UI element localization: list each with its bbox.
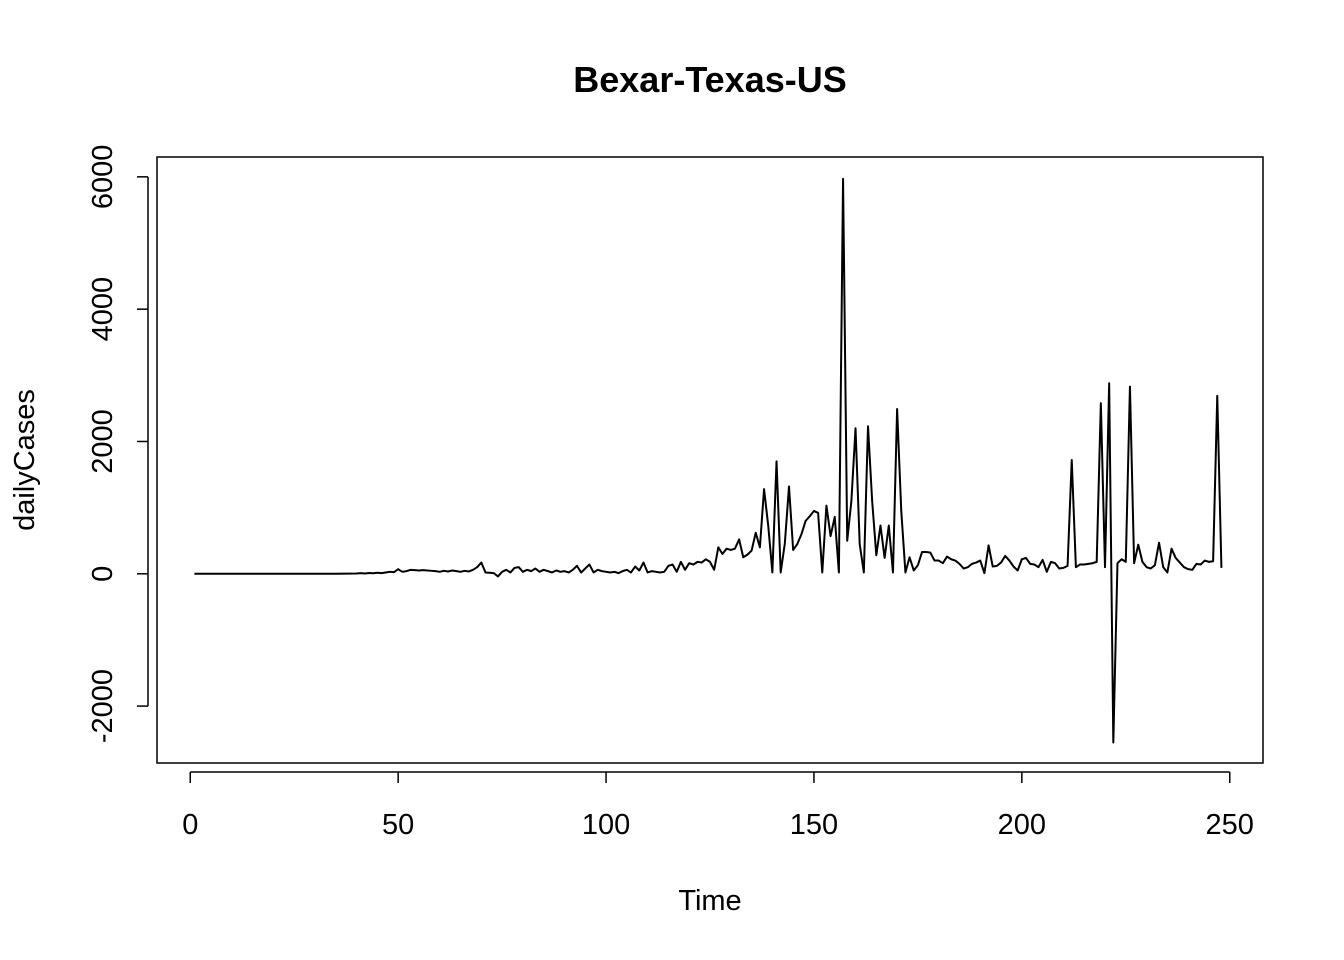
x-tick-label: 100: [582, 809, 630, 841]
y-tick-label: 2000: [87, 409, 119, 474]
x-tick-label: 200: [998, 809, 1046, 841]
x-tick-label: 250: [1206, 809, 1254, 841]
chart-title: Bexar-Texas-US: [573, 59, 846, 100]
x-axis: 0 50 100 150 200 250: [182, 771, 1254, 841]
y-tick-label: 0: [87, 566, 119, 582]
y-axis-label: dailyCases: [9, 389, 41, 531]
series-line: [194, 177, 1223, 744]
y-tick-label: -2000: [87, 669, 119, 743]
x-tick-label: 0: [182, 809, 198, 841]
x-axis-label: Time: [678, 885, 741, 917]
x-tick-label: 50: [382, 809, 414, 841]
y-tick-label: 6000: [87, 145, 119, 210]
y-tick-label: 4000: [87, 277, 119, 342]
x-tick-label: 150: [790, 809, 838, 841]
series-group: [194, 177, 1223, 744]
y-axis: -2000 0 2000 4000 6000: [87, 145, 149, 743]
plot-frame: [156, 156, 1264, 764]
